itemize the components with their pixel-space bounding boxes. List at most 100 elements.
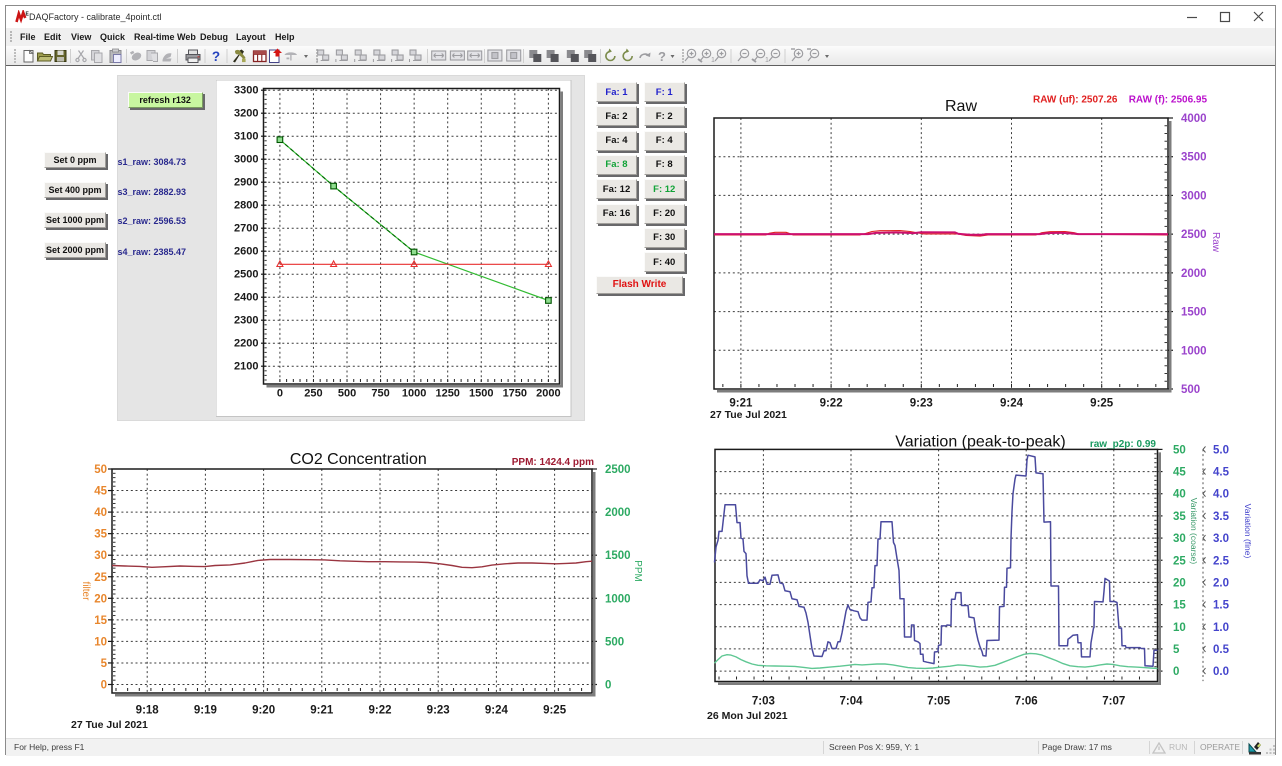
- svg-text:2600: 2600: [234, 246, 258, 258]
- svg-text:4000: 4000: [1181, 113, 1207, 125]
- svg-text:1750: 1750: [502, 388, 526, 400]
- svg-text:4.0: 4.0: [1213, 489, 1229, 501]
- svg-text:RAW (f): 2506.95: RAW (f): 2506.95: [1129, 95, 1208, 106]
- svg-text:2000: 2000: [536, 388, 560, 400]
- svg-text:50: 50: [1173, 444, 1186, 456]
- svg-text:3500: 3500: [1181, 152, 1207, 164]
- svg-text:RAW (uf): 2507.26: RAW (uf): 2507.26: [1033, 95, 1118, 106]
- svg-text:1000: 1000: [1181, 345, 1207, 357]
- svg-text:2100: 2100: [234, 361, 258, 373]
- svg-text:filter: filter: [80, 582, 91, 602]
- svg-text:0: 0: [101, 680, 107, 692]
- svg-text:2.5: 2.5: [1213, 555, 1230, 567]
- svg-text:Variation (peak-to-peak): Variation (peak-to-peak): [895, 434, 1065, 451]
- svg-text:750: 750: [371, 388, 389, 400]
- svg-text:?: ?: [658, 49, 666, 64]
- svg-text:3200: 3200: [234, 108, 258, 120]
- svg-text:2300: 2300: [234, 315, 258, 327]
- svg-text:9:25: 9:25: [1090, 398, 1114, 410]
- svg-text:2700: 2700: [234, 223, 258, 235]
- svg-text:2500: 2500: [234, 269, 258, 281]
- svg-text:?: ?: [212, 49, 220, 64]
- svg-text:250: 250: [304, 388, 322, 400]
- svg-text:Raw: Raw: [945, 98, 977, 115]
- svg-text:1.5: 1.5: [1213, 600, 1230, 612]
- svg-text:1250: 1250: [435, 388, 459, 400]
- svg-text:Variation (fine): Variation (fine): [1243, 504, 1253, 559]
- svg-text:2200: 2200: [234, 338, 258, 350]
- svg-text:9:22: 9:22: [368, 705, 391, 717]
- svg-text:3100: 3100: [234, 131, 258, 143]
- svg-text:2900: 2900: [234, 177, 258, 189]
- svg-text:raw_p2p: 0.99: raw_p2p: 0.99: [1090, 439, 1157, 450]
- svg-text:15: 15: [1173, 600, 1186, 612]
- svg-text:7:04: 7:04: [839, 696, 863, 708]
- svg-text:1500: 1500: [1181, 307, 1207, 319]
- svg-text:7:07: 7:07: [1102, 696, 1125, 708]
- svg-text:2000: 2000: [605, 507, 631, 519]
- svg-text:50: 50: [94, 464, 107, 476]
- svg-text:25: 25: [94, 572, 107, 584]
- svg-text:9:20: 9:20: [252, 705, 275, 717]
- svg-text:25: 25: [1173, 555, 1186, 567]
- svg-text:5.0: 5.0: [1213, 444, 1229, 456]
- svg-text:1000: 1000: [605, 593, 631, 605]
- svg-text:2500: 2500: [1181, 229, 1207, 241]
- svg-text:10: 10: [1173, 622, 1186, 634]
- svg-text:1: 1: [765, 57, 769, 64]
- svg-text:9:25: 9:25: [543, 705, 567, 717]
- svg-text:1500: 1500: [605, 550, 631, 562]
- svg-text:7:03: 7:03: [752, 696, 775, 708]
- svg-text:1000: 1000: [401, 388, 425, 400]
- svg-text:9:21: 9:21: [729, 398, 753, 410]
- svg-text:30: 30: [1173, 533, 1186, 545]
- svg-text:2400: 2400: [234, 292, 258, 304]
- svg-text:35: 35: [94, 529, 107, 541]
- svg-text:9:23: 9:23: [910, 398, 933, 410]
- svg-text:20: 20: [1173, 577, 1186, 589]
- svg-text:9:24: 9:24: [485, 705, 509, 717]
- svg-text:500: 500: [605, 636, 624, 648]
- svg-text:30: 30: [94, 550, 107, 562]
- svg-text:1.0: 1.0: [1213, 622, 1229, 634]
- svg-text:20: 20: [94, 593, 107, 605]
- svg-text:9:18: 9:18: [136, 705, 160, 717]
- svg-text:5: 5: [1173, 644, 1180, 656]
- svg-text:4.5: 4.5: [1213, 467, 1230, 479]
- svg-text:9:24: 9:24: [1000, 398, 1024, 410]
- svg-text:500: 500: [1181, 384, 1200, 396]
- svg-text:27 Tue Jul 2021: 27 Tue Jul 2021: [710, 409, 787, 421]
- svg-text:2500: 2500: [605, 464, 631, 476]
- svg-text:3.5: 3.5: [1213, 511, 1230, 523]
- svg-text:0: 0: [276, 388, 282, 400]
- svg-text:3000: 3000: [234, 154, 258, 166]
- svg-text:45: 45: [94, 486, 107, 498]
- svg-text:2.0: 2.0: [1213, 577, 1229, 589]
- svg-text:1: 1: [711, 57, 715, 64]
- svg-text:7:06: 7:06: [1015, 696, 1038, 708]
- svg-text:PPM: PPM: [632, 560, 643, 582]
- svg-text:0.5: 0.5: [1213, 644, 1230, 656]
- svg-text:2000: 2000: [1181, 268, 1207, 280]
- svg-text:PPM: 1424.4 ppm: PPM: 1424.4 ppm: [512, 457, 594, 468]
- svg-text:40: 40: [1173, 489, 1186, 501]
- svg-text:5: 5: [101, 658, 108, 670]
- svg-text:Variation (coarse): Variation (coarse): [1189, 498, 1199, 565]
- svg-text:3300: 3300: [234, 85, 258, 97]
- svg-text:0: 0: [605, 680, 611, 692]
- svg-text:1500: 1500: [469, 388, 493, 400]
- svg-text:500: 500: [337, 388, 355, 400]
- svg-text:45: 45: [1173, 467, 1186, 479]
- svg-text:CO2 Concentration: CO2 Concentration: [290, 451, 427, 468]
- svg-text:7:05: 7:05: [927, 696, 951, 708]
- svg-text:9:19: 9:19: [194, 705, 217, 717]
- svg-text:0.0: 0.0: [1213, 666, 1229, 678]
- svg-text:E: E: [26, 12, 30, 18]
- svg-text:9:22: 9:22: [820, 398, 843, 410]
- svg-text:9:23: 9:23: [427, 705, 450, 717]
- svg-text:3000: 3000: [1181, 190, 1207, 202]
- svg-text:Raw: Raw: [1210, 232, 1221, 253]
- svg-text:9:21: 9:21: [310, 705, 334, 717]
- svg-text:3.0: 3.0: [1213, 533, 1229, 545]
- svg-text:27 Tue Jul 2021: 27 Tue Jul 2021: [71, 719, 148, 731]
